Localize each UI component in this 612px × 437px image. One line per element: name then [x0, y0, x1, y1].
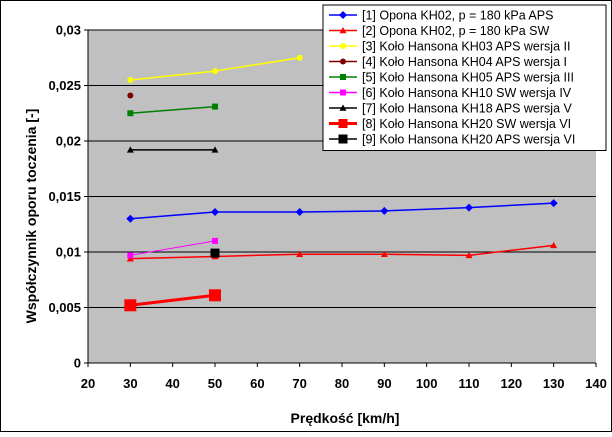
data-point — [126, 146, 134, 153]
x-tick-label: 120 — [500, 376, 522, 391]
series-line — [130, 240, 216, 256]
legend-item: [1] Opona KH02, p = 180 kPa APS — [329, 9, 553, 23]
data-point — [127, 92, 134, 99]
legend-swatch-marker — [340, 43, 346, 49]
legend-item: [6] Koło Hansona KH10 SW wersja IV — [329, 86, 572, 100]
x-tick-label: 20 — [81, 376, 95, 391]
legend-label: [6] Koło Hansona KH10 SW wersja IV — [362, 86, 572, 100]
y-tick-label: 0,015 — [48, 189, 81, 204]
data-point — [465, 251, 473, 259]
y-tick-label: 0,005 — [48, 300, 81, 315]
x-tick-label: 50 — [208, 376, 222, 391]
series-8 — [124, 289, 221, 312]
legend-label: [3] Koło Hansona KH03 APS wersja II — [362, 40, 570, 54]
x-tick-label: 100 — [416, 376, 438, 391]
legend-box — [322, 4, 607, 151]
data-point — [211, 146, 219, 153]
legend-item: [5] Koło Hansona KH05 APS wersja III — [329, 71, 574, 85]
legend-label: [7] Koło Hansona KH18 APS wersja V — [362, 102, 573, 116]
series-9 — [210, 248, 220, 258]
y-axis-title: Współczynnik oporu toczenia [-] — [23, 109, 39, 324]
legend-swatch-marker — [339, 27, 347, 34]
series-3 — [127, 54, 303, 83]
series-5 — [127, 103, 218, 117]
x-tick-label: 130 — [543, 376, 565, 391]
data-point — [126, 214, 135, 223]
y-tick-label: 0,01 — [56, 245, 81, 260]
data-point — [212, 103, 218, 110]
x-tick-label: 140 — [585, 376, 607, 391]
series-1 — [126, 199, 558, 223]
data-point — [127, 252, 134, 259]
legend-item: [9] Koło Hansona KH20 APS wersja VI — [329, 133, 575, 147]
y-tick-label: 0,02 — [56, 134, 81, 149]
legend-swatch-marker — [340, 58, 346, 65]
legend-label: [8] Koło Hansona KH20 SW wersja VI — [362, 117, 571, 131]
series-line — [130, 244, 554, 260]
data-point — [380, 206, 389, 215]
data-point — [549, 199, 558, 208]
data-point — [127, 76, 134, 83]
data-point — [295, 208, 304, 217]
y-tick-label: 0,03 — [56, 23, 81, 38]
legend-swatch-marker — [339, 104, 347, 111]
legend-item: [7] Koło Hansona KH18 APS wersja V — [329, 102, 573, 116]
legend-item: [4] Koło Hansona KH04 APS wersja I — [329, 55, 567, 69]
x-tick-label: 30 — [123, 376, 137, 391]
legend-label: [4] Koło Hansona KH04 APS wersja I — [362, 55, 567, 69]
legend: [1] Opona KH02, p = 180 kPa APS[2] Opona… — [322, 4, 607, 151]
legend-label: [9] Koło Hansona KH20 APS wersja VI — [362, 133, 575, 147]
series-6 — [127, 237, 218, 259]
data-point — [209, 289, 221, 302]
series-line — [130, 293, 216, 307]
x-tick-label: 80 — [335, 376, 349, 391]
data-point — [212, 68, 218, 75]
legend-swatch-marker — [338, 134, 348, 144]
legend-item: [2] Opona KH02, p = 180 kPa SW — [329, 24, 549, 38]
data-point — [296, 250, 304, 258]
legend-item: [8] Koło Hansona KH20 SW wersja VI — [329, 117, 571, 131]
legend-item: [3] Koło Hansona KH03 APS wersja II — [329, 40, 570, 54]
legend-swatch-marker — [340, 74, 346, 80]
series-line — [130, 202, 554, 220]
y-tick-label: 0,025 — [48, 78, 81, 93]
x-tick-label: 110 — [459, 376, 480, 391]
data-point — [212, 237, 218, 244]
data-point — [465, 203, 473, 212]
legend-label: [2] Opona KH02, p = 180 kPa SW — [362, 24, 549, 38]
x-axis-title: Prędkość [km/h] — [291, 410, 400, 426]
series-2 — [126, 241, 558, 262]
x-tick-label: 40 — [165, 376, 179, 391]
data-point — [380, 250, 388, 258]
legend-swatch-marker — [338, 119, 348, 128]
data-point — [550, 241, 558, 249]
data-point — [296, 54, 303, 61]
legend-label: [1] Opona KH02, p = 180 kPa APS — [362, 9, 553, 23]
data-point — [124, 299, 137, 312]
legend-label: [5] Koło Hansona KH05 APS wersja III — [362, 71, 574, 85]
series-line — [130, 105, 216, 114]
y-tick-label: 0 — [74, 356, 81, 371]
x-tick-label: 70 — [292, 376, 306, 391]
legend-swatch-marker — [339, 11, 347, 19]
legend-swatch-marker — [340, 89, 346, 96]
data-point — [211, 208, 219, 217]
x-tick-label: 90 — [377, 376, 391, 391]
series-4 — [127, 92, 134, 99]
x-tick-label: 60 — [250, 376, 264, 391]
data-point — [210, 248, 220, 258]
series-7 — [126, 146, 219, 153]
data-point — [127, 110, 134, 117]
